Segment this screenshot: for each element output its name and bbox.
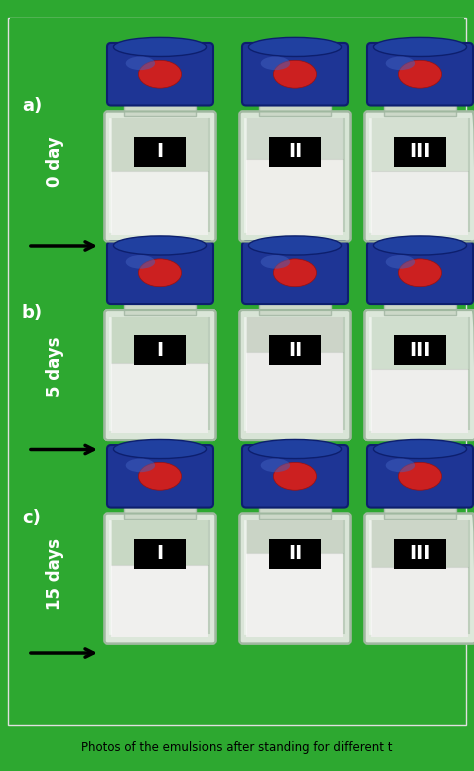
Bar [246, 119, 344, 159]
Ellipse shape [273, 60, 317, 88]
Bar [259, 295, 331, 315]
FancyBboxPatch shape [239, 513, 350, 644]
FancyBboxPatch shape [104, 513, 216, 644]
Text: I: I [156, 544, 164, 564]
Ellipse shape [248, 439, 342, 459]
Bar [134, 136, 186, 167]
Bar [259, 499, 331, 519]
Ellipse shape [248, 236, 342, 255]
FancyBboxPatch shape [107, 445, 213, 507]
Bar [111, 520, 209, 564]
Ellipse shape [399, 463, 442, 490]
FancyBboxPatch shape [365, 513, 474, 644]
Ellipse shape [113, 236, 207, 255]
Bar [246, 520, 344, 553]
Bar [372, 567, 468, 637]
Ellipse shape [386, 459, 415, 472]
Ellipse shape [261, 459, 290, 472]
FancyBboxPatch shape [239, 112, 350, 241]
FancyBboxPatch shape [367, 445, 473, 507]
Ellipse shape [126, 56, 155, 70]
Bar [111, 363, 209, 433]
Bar [269, 136, 321, 167]
Bar [111, 119, 209, 170]
Bar [269, 335, 321, 365]
FancyBboxPatch shape [104, 112, 216, 241]
Bar [372, 520, 468, 567]
Text: I: I [156, 142, 164, 161]
Bar [394, 335, 446, 365]
Text: 5 days: 5 days [46, 337, 64, 397]
Bar [372, 369, 468, 433]
FancyBboxPatch shape [239, 310, 350, 440]
Bar [246, 352, 344, 433]
FancyBboxPatch shape [107, 241, 213, 304]
Bar [124, 499, 196, 519]
FancyBboxPatch shape [242, 43, 348, 106]
Bar [269, 539, 321, 569]
Bar [384, 96, 456, 116]
Ellipse shape [113, 439, 207, 459]
Ellipse shape [126, 459, 155, 472]
Text: III: III [410, 544, 431, 564]
Bar [372, 119, 468, 170]
Ellipse shape [399, 259, 442, 287]
Ellipse shape [248, 37, 342, 56]
Text: II: II [288, 544, 302, 564]
Bar [134, 335, 186, 365]
Bar [384, 499, 456, 519]
Bar [372, 317, 468, 369]
Ellipse shape [138, 259, 182, 287]
Ellipse shape [374, 439, 466, 459]
Ellipse shape [386, 56, 415, 70]
Ellipse shape [113, 37, 207, 56]
Text: II: II [288, 341, 302, 360]
FancyBboxPatch shape [242, 241, 348, 304]
Bar [246, 317, 344, 352]
Bar [372, 170, 468, 234]
Bar [124, 96, 196, 116]
Text: b): b) [22, 304, 43, 322]
Bar [246, 159, 344, 234]
FancyBboxPatch shape [242, 445, 348, 507]
Ellipse shape [374, 37, 466, 56]
FancyBboxPatch shape [367, 241, 473, 304]
Bar [246, 553, 344, 637]
Text: Photos of the emulsions after standing for different t: Photos of the emulsions after standing f… [81, 742, 393, 754]
Bar [111, 564, 209, 637]
Ellipse shape [386, 255, 415, 268]
Text: III: III [410, 142, 431, 161]
Bar [111, 170, 209, 234]
Ellipse shape [138, 60, 182, 88]
Ellipse shape [273, 463, 317, 490]
FancyBboxPatch shape [104, 310, 216, 440]
Bar [124, 295, 196, 315]
Ellipse shape [261, 56, 290, 70]
Text: 0 day: 0 day [46, 136, 64, 187]
Text: c): c) [22, 509, 41, 527]
Text: I: I [156, 341, 164, 360]
Ellipse shape [399, 60, 442, 88]
Bar [259, 96, 331, 116]
Ellipse shape [374, 236, 466, 255]
Text: II: II [288, 142, 302, 161]
Ellipse shape [126, 255, 155, 268]
Bar [111, 317, 209, 363]
Text: 15 days: 15 days [46, 537, 64, 610]
Ellipse shape [273, 259, 317, 287]
FancyBboxPatch shape [107, 43, 213, 106]
Ellipse shape [138, 463, 182, 490]
Ellipse shape [261, 255, 290, 268]
Text: a): a) [22, 97, 42, 115]
FancyBboxPatch shape [365, 310, 474, 440]
Bar [384, 295, 456, 315]
FancyBboxPatch shape [367, 43, 473, 106]
Bar [394, 136, 446, 167]
Bar [394, 539, 446, 569]
Text: III: III [410, 341, 431, 360]
FancyBboxPatch shape [365, 112, 474, 241]
Bar [134, 539, 186, 569]
